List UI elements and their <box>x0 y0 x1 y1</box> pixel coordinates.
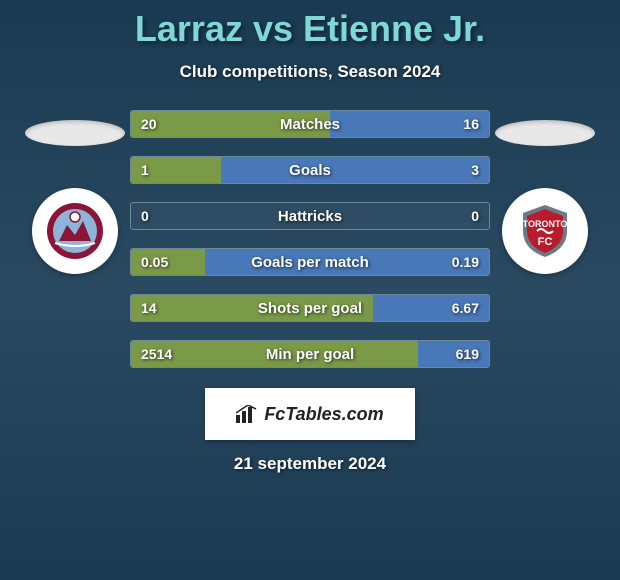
stat-value-right: 3 <box>471 157 479 183</box>
date: 21 september 2024 <box>234 454 386 474</box>
toronto-fc-icon: TORONTO FC <box>515 201 575 261</box>
stat-label: Goals per match <box>131 249 489 275</box>
chart-icon <box>236 405 258 423</box>
colorado-rapids-icon <box>45 201 105 261</box>
stat-value-right: 16 <box>463 111 479 137</box>
stat-row-min-per-goal: 2514 Min per goal 619 <box>130 340 490 368</box>
brand-text: FcTables.com <box>264 404 383 425</box>
svg-text:TORONTO: TORONTO <box>523 219 568 229</box>
stat-row-shots-per-goal: 14 Shots per goal 6.67 <box>130 294 490 322</box>
stat-label: Goals <box>131 157 489 183</box>
left-team-badge <box>32 188 118 274</box>
brand-box[interactable]: FcTables.com <box>205 388 415 440</box>
right-side: TORONTO FC <box>490 110 600 274</box>
right-ellipse-placeholder <box>495 120 595 146</box>
stat-value-right: 0 <box>471 203 479 229</box>
stat-row-matches: 20 Matches 16 <box>130 110 490 138</box>
title: Larraz vs Etienne Jr. <box>135 8 485 50</box>
stat-value-right: 619 <box>456 341 479 367</box>
left-side <box>20 110 130 274</box>
svg-text:FC: FC <box>538 236 553 248</box>
right-team-badge: TORONTO FC <box>502 188 588 274</box>
stats-area: 20 Matches 16 1 Goals 3 0 Hattricks 0 <box>0 110 620 368</box>
stat-value-right: 6.67 <box>452 295 479 321</box>
stat-label: Hattricks <box>131 203 489 229</box>
left-ellipse-placeholder <box>25 120 125 146</box>
stat-label: Shots per goal <box>131 295 489 321</box>
stat-label: Matches <box>131 111 489 137</box>
stat-row-goals-per-match: 0.05 Goals per match 0.19 <box>130 248 490 276</box>
subtitle: Club competitions, Season 2024 <box>180 62 441 82</box>
bars-column: 20 Matches 16 1 Goals 3 0 Hattricks 0 <box>130 110 490 368</box>
stat-value-right: 0.19 <box>452 249 479 275</box>
stat-label: Min per goal <box>131 341 489 367</box>
comparison-card: Larraz vs Etienne Jr. Club competitions,… <box>0 0 620 580</box>
stat-row-goals: 1 Goals 3 <box>130 156 490 184</box>
stat-row-hattricks: 0 Hattricks 0 <box>130 202 490 230</box>
